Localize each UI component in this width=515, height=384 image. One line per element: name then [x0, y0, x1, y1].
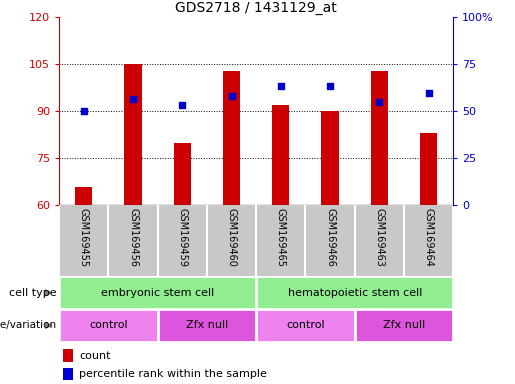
- Bar: [420, 133, 437, 205]
- Bar: [59, 276, 256, 309]
- Point: [178, 102, 186, 108]
- Text: embryonic stem cell: embryonic stem cell: [101, 288, 214, 298]
- Bar: [272, 105, 289, 205]
- Bar: [321, 111, 339, 205]
- Text: hematopoietic stem cell: hematopoietic stem cell: [287, 288, 422, 298]
- Text: GSM169463: GSM169463: [374, 208, 384, 266]
- Title: GDS2718 / 1431129_at: GDS2718 / 1431129_at: [175, 1, 337, 15]
- Text: GSM169456: GSM169456: [128, 208, 138, 266]
- Bar: [371, 71, 388, 205]
- Bar: [75, 187, 93, 205]
- Text: genotype/variation: genotype/variation: [0, 320, 57, 331]
- Text: GSM169464: GSM169464: [423, 208, 434, 266]
- Text: Zfx null: Zfx null: [186, 320, 228, 331]
- Text: control: control: [89, 320, 128, 331]
- Point: [277, 83, 285, 89]
- Text: GSM169466: GSM169466: [325, 208, 335, 266]
- Bar: [59, 309, 158, 342]
- Bar: [125, 64, 142, 205]
- Point: [326, 83, 334, 89]
- Point: [80, 108, 88, 114]
- Point: [424, 89, 433, 96]
- Text: cell type: cell type: [9, 288, 57, 298]
- Text: GSM169465: GSM169465: [276, 208, 286, 266]
- Text: GSM169455: GSM169455: [79, 208, 89, 267]
- Point: [375, 99, 384, 105]
- Text: control: control: [286, 320, 325, 331]
- Bar: [63, 349, 73, 362]
- Text: Zfx null: Zfx null: [383, 320, 425, 331]
- Bar: [223, 71, 240, 205]
- Bar: [174, 143, 191, 205]
- Text: percentile rank within the sample: percentile rank within the sample: [79, 369, 267, 379]
- Point: [228, 93, 236, 99]
- Text: count: count: [79, 351, 110, 361]
- Bar: [256, 309, 355, 342]
- Text: GSM169460: GSM169460: [227, 208, 236, 266]
- Text: GSM169459: GSM169459: [177, 208, 187, 266]
- Bar: [63, 368, 73, 380]
- Bar: [158, 309, 256, 342]
- Bar: [256, 276, 453, 309]
- Bar: [355, 309, 453, 342]
- Point: [129, 96, 137, 102]
